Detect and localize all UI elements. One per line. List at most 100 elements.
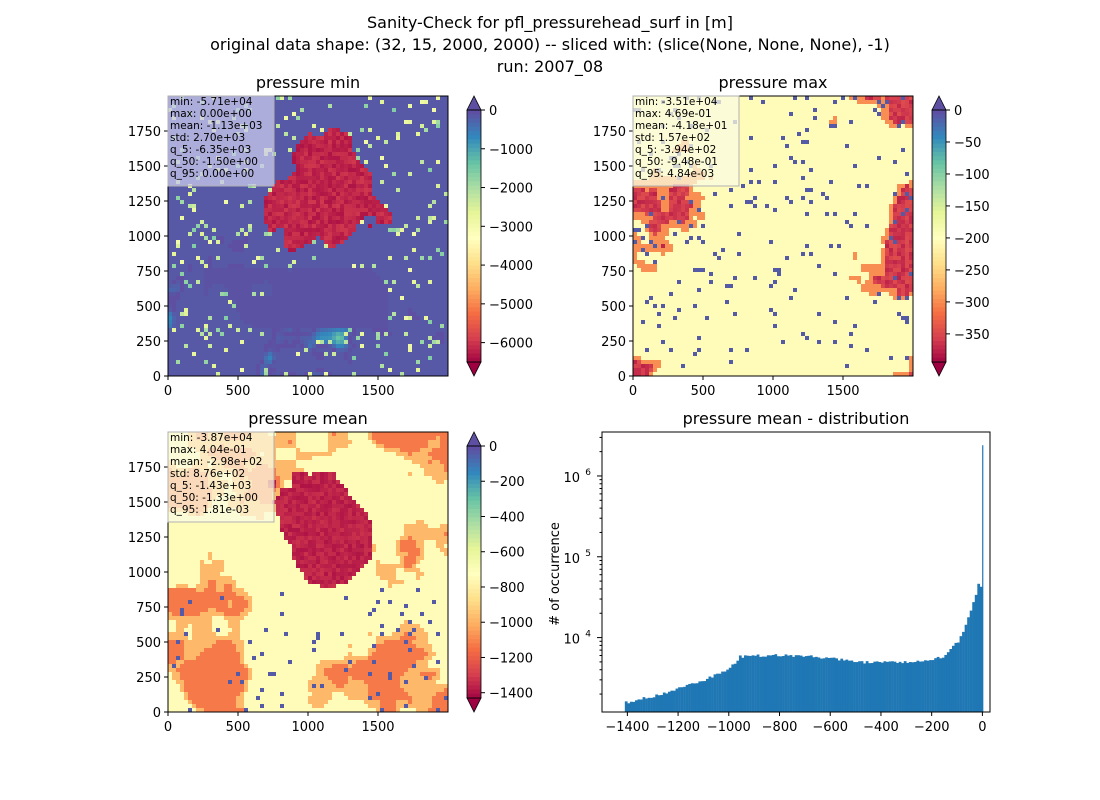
heatmap-cell (420, 232, 425, 237)
heatmap-cell (216, 304, 221, 309)
heatmap-cell (436, 296, 441, 301)
heatmap-cell (256, 268, 261, 273)
heatmap-cell (268, 308, 273, 313)
heatmap-cell (292, 180, 297, 185)
heatmap-cell (444, 224, 449, 229)
heatmap-cell (232, 272, 237, 277)
heatmap-cell (324, 300, 329, 305)
heatmap-cell (416, 256, 421, 261)
heatmap-cell (184, 336, 189, 341)
heatmap-cell (348, 208, 353, 213)
heatmap-cell (204, 360, 209, 365)
heatmap-cell (300, 196, 305, 201)
heatmap-cell (284, 300, 289, 305)
heatmap-cell (176, 316, 181, 321)
heatmap-cell (316, 236, 321, 241)
heatmap-cell (168, 336, 173, 341)
heatmap-cell (184, 356, 189, 361)
heatmap-cell (372, 120, 377, 125)
heatmap-cell (284, 328, 289, 333)
heatmap-cell (236, 304, 241, 309)
heatmap-cell (432, 96, 437, 101)
heatmap-cell (200, 280, 205, 285)
heatmap-cell (368, 156, 373, 161)
heatmap-cell (172, 348, 177, 353)
heatmap-cell (180, 216, 185, 221)
heatmap-cell (424, 176, 429, 181)
heatmap-cell (184, 360, 189, 365)
heatmap-cell (224, 356, 229, 361)
heatmap-cell (424, 368, 429, 373)
heatmap-cell (436, 284, 441, 289)
heatmap-cell (356, 248, 361, 253)
heatmap-cell (428, 364, 433, 369)
heatmap-cell (192, 312, 197, 317)
heatmap-cell (256, 372, 261, 377)
heatmap-cell (240, 276, 245, 281)
heatmap-cell (432, 324, 437, 329)
heatmap-cell (304, 188, 309, 193)
heatmap-cell (236, 232, 241, 237)
heatmap-cell (360, 180, 365, 185)
heatmap-cell (200, 328, 205, 333)
heatmap-cell (200, 300, 205, 305)
heatmap-cell (400, 288, 405, 293)
heatmap-cell (196, 308, 201, 313)
heatmap-cell (168, 248, 173, 253)
heatmap-cell (200, 256, 205, 261)
heatmap-cell (376, 244, 381, 249)
heatmap-cell (276, 200, 281, 205)
heatmap-cell (436, 368, 441, 373)
heatmap-cell (320, 264, 325, 269)
heatmap-cell (424, 192, 429, 197)
heatmap-cell (236, 368, 241, 373)
heatmap-cell (352, 272, 357, 277)
heatmap-cell (204, 244, 209, 249)
heatmap-cell (308, 148, 313, 153)
heatmap-cell (388, 204, 393, 209)
heatmap-cell (256, 280, 261, 285)
heatmap-cell (400, 360, 405, 365)
heatmap-cell (324, 364, 329, 369)
heatmap-cell (324, 216, 329, 221)
heatmap-cell (416, 200, 421, 205)
heatmap-cell (316, 136, 321, 141)
heatmap-cell (436, 356, 441, 361)
heatmap-cell (248, 308, 253, 313)
heatmap-cell (336, 132, 341, 137)
heatmap-cell (356, 316, 361, 321)
heatmap-cell (252, 276, 257, 281)
heatmap-cell (408, 324, 413, 329)
heatmap-cell (336, 160, 341, 165)
heatmap-cell (280, 120, 285, 125)
heatmap-cell (400, 344, 405, 349)
heatmap-cell (380, 168, 385, 173)
heatmap-cell (400, 280, 405, 285)
heatmap-cell (320, 320, 325, 325)
heatmap-cell (304, 156, 309, 161)
heatmap-cell (336, 108, 341, 113)
heatmap-cell (408, 368, 413, 373)
heatmap-cell (316, 168, 321, 173)
heatmap-cell (272, 240, 277, 245)
heatmap-cell (364, 164, 369, 169)
heatmap-cell (444, 184, 449, 189)
heatmap-cell (332, 156, 337, 161)
heatmap-cell (444, 304, 449, 309)
heatmap-cell (324, 296, 329, 301)
heatmap-cell (428, 180, 433, 185)
heatmap-cell (412, 332, 417, 337)
heatmap-cell (188, 216, 193, 221)
heatmap-cell (288, 144, 293, 149)
heatmap-cell (312, 236, 317, 241)
heatmap-cell (296, 200, 301, 205)
heatmap-cell (336, 128, 341, 133)
heatmap-cell (352, 216, 357, 221)
heatmap-cell (336, 332, 341, 337)
heatmap-cell (248, 240, 253, 245)
heatmap-cell (380, 156, 385, 161)
heatmap-cell (224, 232, 229, 237)
heatmap-cell (424, 312, 429, 317)
heatmap-cell (260, 240, 265, 245)
heatmap-cell (284, 252, 289, 257)
